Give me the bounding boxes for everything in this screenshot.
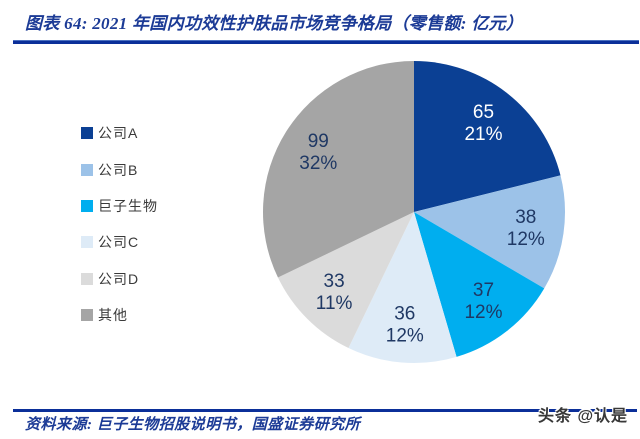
pie-slice-label: 37 12% <box>464 280 502 323</box>
pie-legend: 公司A 公司B 巨子生物公司C 公司D 其他 <box>81 115 158 333</box>
pie-slice-label: 38 12% <box>507 207 545 250</box>
legend-swatch-icon <box>81 199 93 212</box>
pie-slice-label: 99 32% <box>299 131 337 174</box>
legend-label: 其他 <box>98 307 128 324</box>
legend-label: 公司B <box>98 161 139 178</box>
pie-slice <box>348 212 457 363</box>
pie-slice <box>414 175 566 289</box>
legend-item: 巨子生物 <box>81 188 158 224</box>
legend-swatch-icon <box>81 272 93 285</box>
title-divider-rule <box>13 40 639 44</box>
legend-swatch-icon <box>81 236 93 249</box>
pie-slice <box>262 60 414 278</box>
legend-swatch-icon <box>81 163 93 176</box>
legend-label: 公司A <box>98 125 139 142</box>
footer-divider-rule <box>13 409 637 412</box>
legend-label: 巨子生物 <box>98 197 158 214</box>
legend-item: 公司C <box>81 224 158 260</box>
watermark: 头条 @认是 <box>538 408 629 425</box>
legend-item: 公司D <box>81 261 158 297</box>
legend-label: 公司C <box>98 234 140 251</box>
legend-swatch-icon <box>81 127 93 140</box>
figure-title: 图表 64: 2021 年国内功效性护肤品市场竞争格局（零售额: 亿元） <box>25 14 524 33</box>
legend-label: 公司D <box>98 270 140 287</box>
legend-item: 公司A <box>81 115 158 151</box>
pie-slice <box>414 60 561 212</box>
pie-slice-label: 36 12% <box>386 304 424 347</box>
legend-swatch-icon <box>81 309 93 322</box>
pie-slice <box>414 212 545 357</box>
pie-slice-label: 33 11% <box>316 271 353 314</box>
pie-slice <box>277 212 414 349</box>
legend-item: 其他 <box>81 297 158 333</box>
pie-slice-label: 65 21% <box>464 102 502 145</box>
legend-item: 公司B <box>81 151 158 187</box>
source-text: 资料来源: 巨子生物招股说明书，国盛证券研究所 <box>25 417 361 433</box>
